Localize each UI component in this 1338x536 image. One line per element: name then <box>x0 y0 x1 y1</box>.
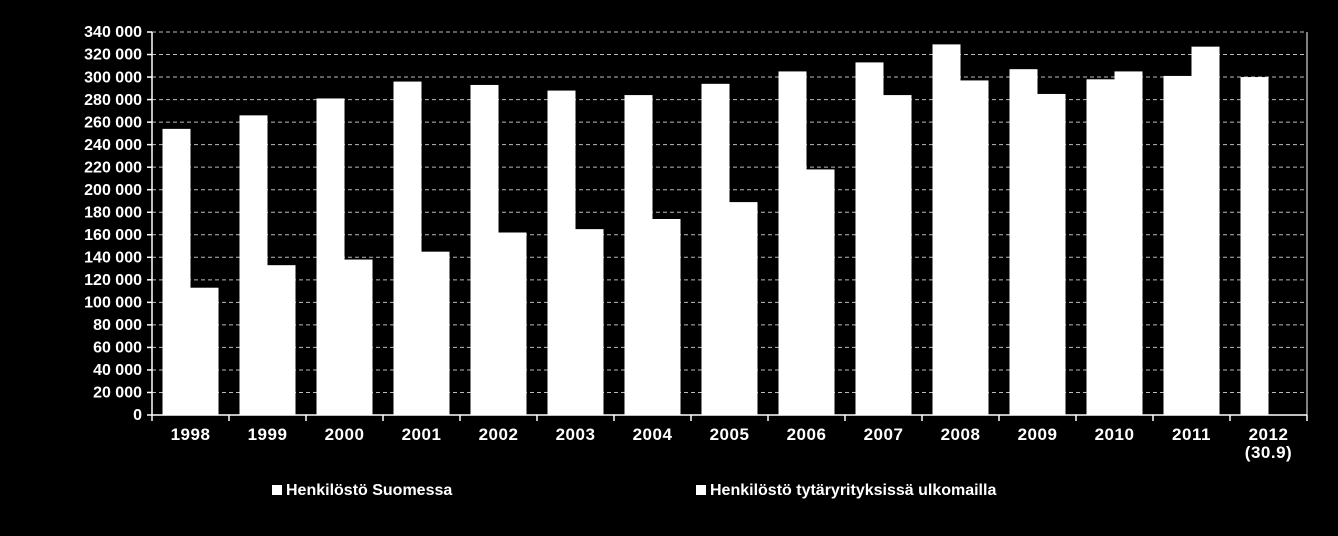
x-tick-label: 2008 <box>940 425 981 444</box>
x-tick-label: 1998 <box>170 425 211 444</box>
y-tick-label: 280 000 <box>84 92 142 109</box>
y-tick-label: 40 000 <box>93 362 142 379</box>
y-tick-label: 240 000 <box>84 137 142 154</box>
bar <box>1009 69 1038 416</box>
y-tick-label: 220 000 <box>84 159 142 176</box>
bar <box>1191 46 1220 416</box>
bar <box>932 44 961 416</box>
y-tick-label: 320 000 <box>84 47 142 64</box>
y-tick-label: 160 000 <box>84 227 142 244</box>
x-tick-label: 2009 <box>1017 425 1058 444</box>
bar <box>1114 71 1143 416</box>
x-tick-label: 2005 <box>709 425 750 444</box>
bar <box>575 229 604 415</box>
x-tick-label: 2010 <box>1094 425 1135 444</box>
y-tick-label: 300 000 <box>84 69 142 86</box>
bar <box>1240 77 1269 415</box>
y-tick-label: 120 000 <box>84 272 142 289</box>
bar <box>470 84 499 415</box>
y-tick-label: 180 000 <box>84 204 142 221</box>
y-tick-label: 200 000 <box>84 182 142 199</box>
bar <box>778 71 807 416</box>
x-tick-label: 2012 (30.9) <box>1244 425 1293 462</box>
legend-swatch <box>272 485 282 495</box>
bar <box>652 218 681 415</box>
y-tick-label: 260 000 <box>84 114 142 131</box>
bar <box>1086 79 1115 415</box>
x-tick-label: 1999 <box>247 425 288 444</box>
bar <box>806 169 835 415</box>
bar <box>316 98 345 415</box>
x-tick-label: 2000 <box>324 425 365 444</box>
legend-label: Henkilöstö tytäryrityksissä ulkomailla <box>710 482 996 499</box>
bar <box>239 115 268 415</box>
bar <box>344 259 373 415</box>
bar <box>190 287 219 415</box>
y-tick-label: 0 <box>133 407 142 424</box>
bar <box>960 80 989 415</box>
bar <box>393 81 422 416</box>
bar <box>855 62 884 416</box>
y-tick-label: 340 000 <box>84 24 142 41</box>
bar <box>498 232 527 415</box>
bar <box>1163 75 1192 416</box>
bar <box>701 83 730 415</box>
x-tick-label: 2003 <box>555 425 596 444</box>
bar <box>729 202 758 415</box>
legend-swatch <box>696 485 706 495</box>
y-tick-label: 80 000 <box>93 317 142 334</box>
legend-label: Henkilöstö Suomessa <box>286 482 452 499</box>
bar <box>883 95 912 416</box>
bar <box>624 95 653 416</box>
y-tick-label: 140 000 <box>84 250 142 267</box>
x-tick-label: 2004 <box>632 425 673 444</box>
x-tick-label: 2002 <box>478 425 519 444</box>
x-tick-label: 2007 <box>863 425 904 444</box>
bar <box>421 251 450 415</box>
y-tick-label: 60 000 <box>93 340 142 357</box>
bar <box>547 90 576 415</box>
y-tick-label: 100 000 <box>84 295 142 312</box>
x-tick-label: 2011 <box>1172 425 1211 444</box>
bar <box>162 128 191 415</box>
x-tick-label: 2001 <box>401 425 442 444</box>
y-tick-label: 20 000 <box>93 385 142 402</box>
x-tick-label: 2006 <box>786 425 827 444</box>
bar <box>267 265 296 415</box>
bar <box>1037 93 1066 416</box>
